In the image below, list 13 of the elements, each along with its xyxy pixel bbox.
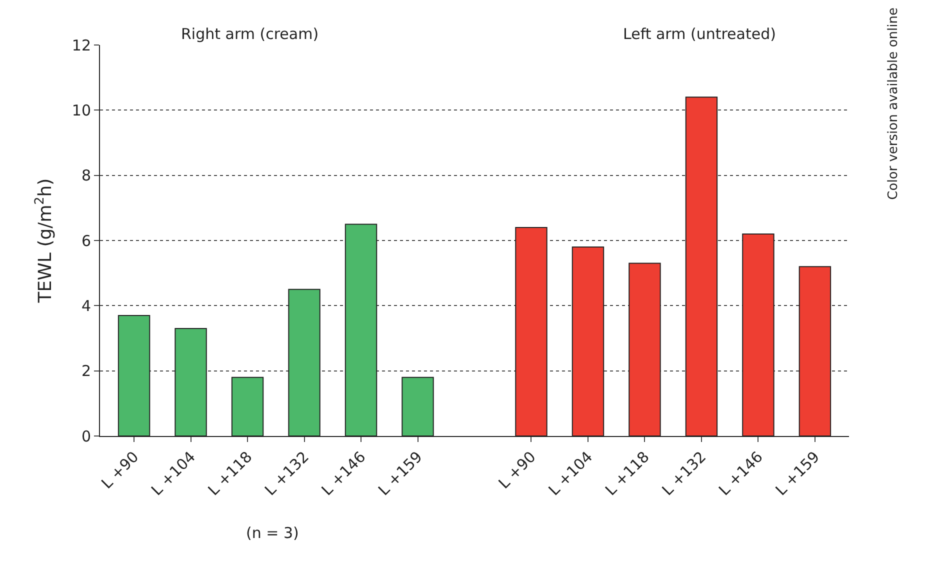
text: Color version available online [886, 8, 902, 200]
y-tick-label: 4 [81, 296, 91, 315]
y-tick-label: 10 [72, 101, 91, 120]
y-tick-label: 8 [81, 166, 91, 185]
y-tick-label: 6 [81, 232, 91, 250]
text: Right arm (cream) [181, 25, 319, 43]
text: (n = 3) [246, 524, 299, 542]
x-tick-label: L +90 [494, 448, 540, 492]
x-tick-label: L +90 [98, 448, 142, 492]
y-tick-label: 12 [72, 36, 91, 54]
y-tick-label: 0 [81, 427, 91, 446]
text: Left arm (untreated) [623, 25, 776, 43]
y-tick-label: 2 [81, 362, 91, 380]
